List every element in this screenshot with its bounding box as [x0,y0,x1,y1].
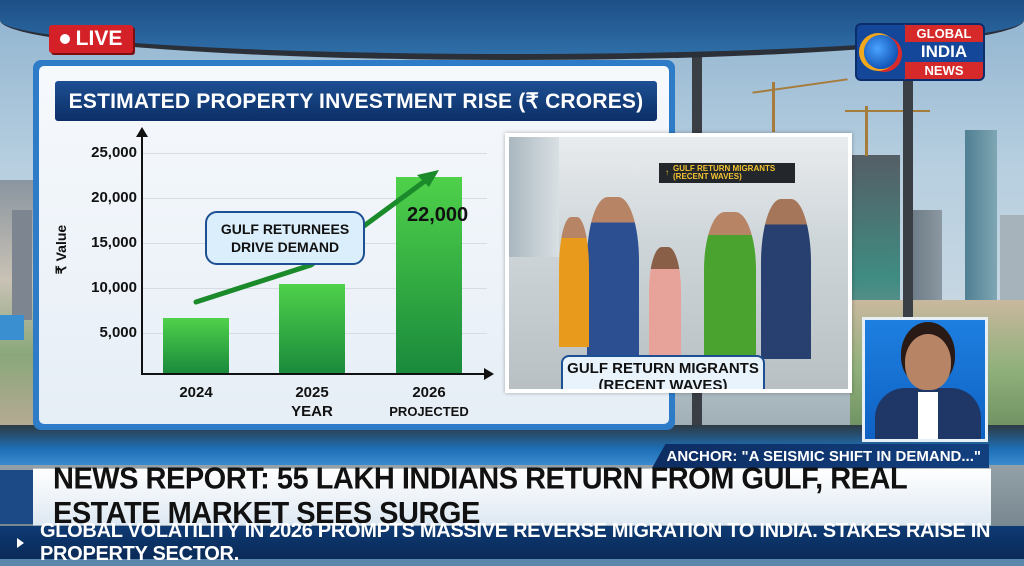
anchor-head [905,334,951,390]
x-label-2026: 2026 PROJECTED [379,383,479,421]
anchor-video-feed [862,317,988,442]
crane-mast [865,106,868,156]
person-woman-green-saree [704,212,756,357]
building [12,210,32,320]
y-tick: 20,000 [91,189,137,206]
y-axis-arrow-icon [136,127,148,137]
x-label-2025: 2025 YEAR [262,383,362,421]
crane-mast [772,82,775,132]
play-triangle-icon [17,537,24,548]
bar-2024 [163,318,229,373]
chart-panel: ESTIMATED PROPERTY INVESTMENT RISE (₹ CR… [33,60,675,430]
person-man-blazer [761,199,811,359]
x-label-main: 2026 [412,384,446,401]
bar-2026 [396,177,462,373]
headline-bar: NEWS REPORT: 55 LAKH INDIANS RETURN FROM… [33,462,991,531]
x-axis-arrow-icon [484,368,494,380]
y-tick: 25,000 [91,144,137,161]
migrants-photo: ↑ GULF RETURN MIGRANTS (RECENT WAVES) GU… [505,133,852,393]
window-pillar [903,75,913,435]
sign-line1: GULF RETURN MIGRANTS [673,164,776,173]
news-ticker: GLOBAL VOLATILITY IN 2026 PROMPTS MASSIV… [0,520,1024,565]
caption-line2: (RECENT WAVES) [598,377,728,393]
photo-caption: GULF RETURN MIGRANTS (RECENT WAVES) [561,355,765,393]
building [0,315,24,340]
logo-line1: GLOBAL [905,25,983,42]
callout-bubble: GULF RETURNEES DRIVE DEMAND [205,211,365,265]
live-dot-icon [59,34,70,44]
terminal-sign: ↑ GULF RETURN MIGRANTS (RECENT WAVES) [659,163,795,183]
x-label-main: 2024 [179,384,213,401]
x-label-sub: PROJECTED [389,404,469,419]
terminal-window [509,137,559,257]
logo-line3: NEWS [905,62,983,79]
trend-arrow [193,170,439,305]
callout-line1: GULF RETURNEES [220,221,350,237]
headline-accent [0,470,33,524]
chart-title: ESTIMATED PROPERTY INVESTMENT RISE (₹ CR… [55,81,657,121]
caption-line1: GULF RETURN MIGRANTS [567,360,759,377]
anchor-quote-strip: ANCHOR: "A SEISMIC SHIFT IN DEMAND..." [652,444,989,468]
channel-logo: GLOBAL INDIA NEWS [855,23,985,81]
y-axis [141,133,143,375]
x-label-2024: 2024 [146,383,246,402]
value-label-2026: 22,000 [407,204,469,226]
x-axis [141,373,486,375]
person-woman-saree [559,217,589,347]
anchor-shirt [918,392,938,439]
gridline [142,198,487,199]
live-badge: LIVE [49,25,133,53]
person-man-suit [587,197,639,357]
x-label-main: 2025 [295,384,329,401]
y-tick: 10,000 [91,279,137,296]
y-tick: 15,000 [91,234,137,251]
globe-icon [857,25,905,79]
y-tick: 5,000 [99,324,137,341]
person-girl [649,247,681,357]
callout-line2: DRIVE DEMAND [230,239,340,255]
crane-arm [845,110,930,112]
bar-2025 [279,284,345,373]
live-label: LIVE [75,27,123,50]
bar-chart: 25,000 20,000 15,000 10,000 5,000 ₹ Valu… [39,121,509,421]
logo-line2: INDIA [905,42,983,62]
sign-line2: (RECENT WAVES) [673,172,742,181]
gridline [142,153,487,154]
x-axis-title: YEAR [291,403,333,420]
